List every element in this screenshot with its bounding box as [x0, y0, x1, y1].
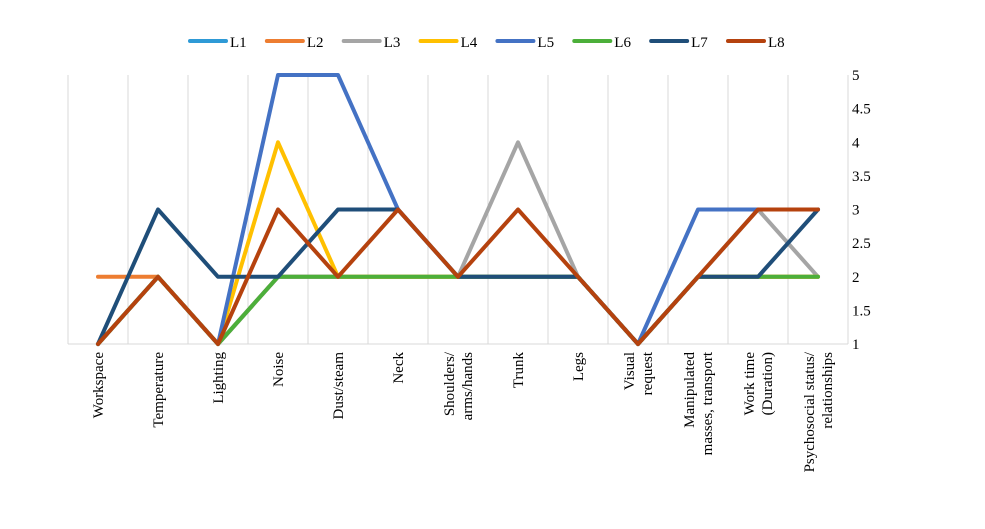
- x-tick-label: Neck: [391, 352, 407, 384]
- x-tick-label: Trunk: [511, 352, 527, 389]
- x-tick-label: arms/hands: [460, 352, 476, 420]
- legend-label-l3: L3: [384, 35, 401, 51]
- y-tick-label: 3: [852, 203, 860, 219]
- x-axis: Workspace Temperature Lighting Noise Dust/st…: [91, 351, 836, 472]
- legend-label-l7: L7: [691, 35, 708, 51]
- x-tick-label: Manipulated: [682, 352, 698, 428]
- legend-label-l6: L6: [614, 35, 631, 51]
- series-line-l3: [96, 140, 820, 346]
- series-line-l1: [96, 274, 820, 346]
- y-tick-label: 1: [852, 337, 860, 353]
- x-tick-label: Work time: [742, 352, 758, 416]
- x-tick-label: Workspace: [91, 352, 107, 419]
- y-tick-label: 5: [852, 68, 860, 84]
- y-tick-label: 2.5: [852, 236, 871, 252]
- series-line-l4: [96, 140, 820, 346]
- y-tick-label: 3.5: [852, 169, 871, 185]
- legend-label-l1: L1: [230, 35, 247, 51]
- x-tick-label: request: [640, 351, 656, 395]
- x-tick-label: Lighting: [211, 352, 227, 404]
- y-tick-label: 2: [852, 270, 860, 286]
- x-tick-label: Legs: [571, 352, 587, 381]
- y-tick-label: 1.5: [852, 303, 871, 319]
- legend-label-l5: L5: [537, 35, 554, 51]
- x-tick-label: Shoulders/: [442, 351, 458, 416]
- y-tick-label: 4.5: [852, 102, 871, 118]
- x-tick-label: Dust/steam: [331, 352, 347, 420]
- y-axis: 1 1.5 2 2.5 3 3.5 4 4.5 5: [852, 68, 871, 353]
- x-tick-label: masses, transport: [700, 351, 716, 455]
- y-tick-label: 4: [852, 135, 860, 151]
- series-line-l5: [96, 73, 820, 346]
- x-tick-label: (Duration): [760, 352, 776, 415]
- series-line-l2: [96, 274, 820, 346]
- series-line-l6: [96, 274, 820, 346]
- x-tick-label: Noise: [271, 352, 287, 387]
- x-tick-label: Visual: [622, 352, 638, 390]
- x-tick-label: Psychosocial status/: [802, 351, 818, 472]
- legend-label-l4: L4: [461, 35, 478, 51]
- x-tick-label: Temperature: [151, 352, 167, 428]
- series-line-l8: [96, 207, 820, 346]
- legend-label-l2: L2: [307, 35, 324, 51]
- legend-label-l8: L8: [768, 35, 785, 51]
- x-tick-label: relationships: [820, 352, 836, 429]
- chart-series: [96, 73, 820, 346]
- chart-legend: L1 L2 L3 L4 L5 L6 L7 L8: [188, 35, 785, 51]
